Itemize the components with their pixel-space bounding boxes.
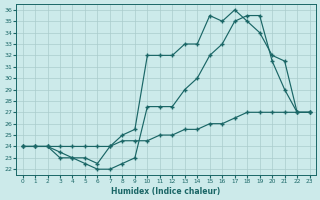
X-axis label: Humidex (Indice chaleur): Humidex (Indice chaleur) (111, 187, 221, 196)
